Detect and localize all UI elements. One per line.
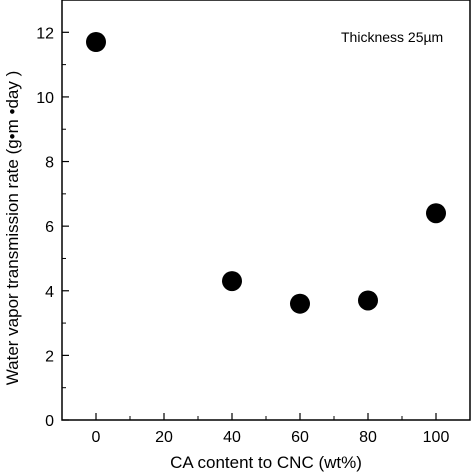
y-tick-label: 8 [45,155,54,172]
y-axis-ticks: 0 2 4 6 8 10 12 [36,25,69,430]
x-axis-ticks: 0 20 40 60 80 100 [92,413,450,446]
data-point [222,271,242,292]
y-tick-label: 12 [36,25,54,42]
data-point [290,293,310,314]
y-tick-label: 10 [36,90,54,107]
y-tick-label: 0 [45,413,54,430]
x-tick-label: 20 [155,429,173,446]
annotation-thickness: Thickness 25µm [341,29,443,45]
x-tick-label: 40 [223,429,241,446]
y-tick-label: 2 [45,348,54,365]
x-tick-label: 60 [291,429,309,446]
x-tick-label: 100 [423,429,450,446]
data-point [86,32,106,52]
data-point [358,290,378,311]
data-point [426,203,446,224]
x-tick-label: 80 [359,429,377,446]
y-axis-label: Water vapor transmission rate (g•m •day … [3,71,22,386]
x-tick-label: 0 [92,429,101,446]
plot-frame [61,0,471,421]
data-points [86,32,446,314]
y-tick-label: 4 [45,284,54,301]
y-tick-label: 6 [45,219,54,236]
x-axis-label: CA content to CNC (wt%) [170,453,362,472]
